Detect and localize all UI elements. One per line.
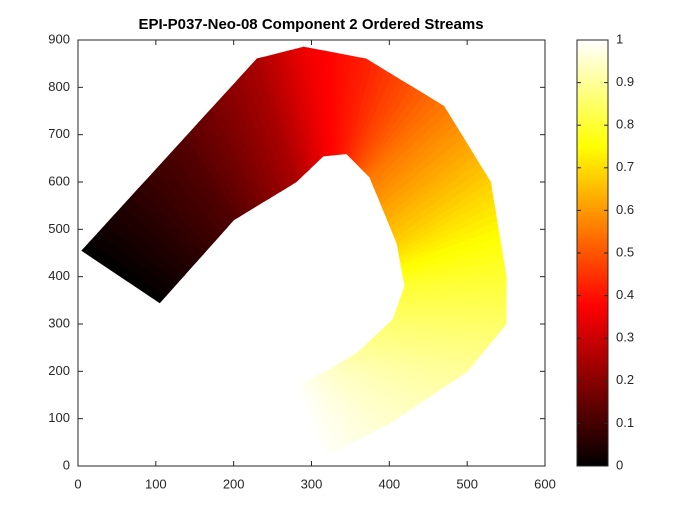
x-tick-label: 500 [456,476,478,491]
colorbar-tick-label: 0.4 [616,287,634,302]
y-tick-label: 200 [48,363,70,378]
colorbar-tick-label: 0.6 [616,202,634,217]
colorbar-tick-label: 0.9 [616,74,634,89]
y-tick-label: 600 [48,173,70,188]
x-tick-label: 400 [378,476,400,491]
x-tick-label: 300 [301,476,323,491]
colorbar-tick-label: 1 [616,31,623,46]
plot-area [81,46,507,460]
x-tick-label: 600 [534,476,556,491]
y-tick-label: 400 [48,268,70,283]
y-tick-label: 900 [48,31,70,46]
colorbar-tick-label: 0.7 [616,159,634,174]
chart-title: EPI-P037-Neo-08 Component 2 Ordered Stre… [138,16,483,33]
x-tick-label: 100 [145,476,167,491]
colorbar-tick-label: 0.1 [616,415,634,430]
y-tick-label: 700 [48,126,70,141]
y-tick-label: 300 [48,315,70,330]
colorbar-tick-label: 0 [616,457,623,472]
y-tick-label: 0 [63,457,70,472]
x-tick-label: 0 [74,476,81,491]
colorbar-tick-label: 0.5 [616,244,634,259]
y-tick-label: 100 [48,410,70,425]
colorbar-tick-label: 0.3 [616,330,634,345]
colorbar-tick-label: 0.2 [616,372,634,387]
stream-band [295,383,326,460]
y-tick-label: 500 [48,221,70,236]
colorbar [576,39,609,467]
y-tick-label: 800 [48,79,70,94]
colorbar-tick-label: 0.8 [616,117,634,132]
x-tick-label: 200 [223,476,245,491]
